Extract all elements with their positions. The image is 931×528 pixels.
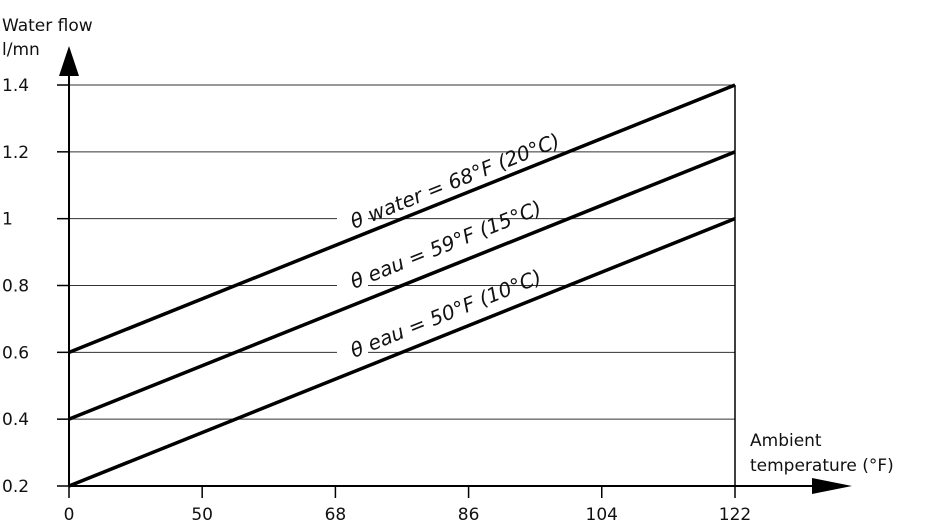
- y-tick-label-1.2: 1.2: [2, 143, 29, 163]
- x-tick-label-104: 104: [586, 505, 618, 525]
- y-axis-title-line2: l/mn: [2, 40, 40, 60]
- x-tick-label-122: 122: [719, 505, 751, 525]
- axes: [57, 46, 852, 498]
- y-tick-label-0.2: 0.2: [2, 477, 29, 497]
- series-line-2: [68, 150, 736, 421]
- y-tick-label-0.8: 0.8: [2, 277, 29, 297]
- x-axis-title-line1: Ambient: [750, 431, 822, 451]
- x-tick-label-68: 68: [325, 505, 347, 525]
- y-tick-label-1: 1: [2, 210, 13, 230]
- y-tick-label-1.4: 1.4: [2, 76, 29, 96]
- x-tick-label-86: 86: [458, 505, 480, 525]
- x-tick-label-0: 0: [64, 505, 75, 525]
- y-axis-title-line1: Water flow: [2, 16, 93, 36]
- y-axis-arrow: [59, 46, 79, 76]
- series-lines: [68, 83, 736, 488]
- y-tick-label-0.6: 0.6: [2, 343, 29, 363]
- x-tick-label-50: 50: [191, 505, 213, 525]
- series-line-3: [68, 217, 736, 488]
- x-axis-arrow: [812, 478, 852, 494]
- x-axis-title-line2: temperature (°F): [750, 456, 894, 476]
- series-line-1: [68, 83, 736, 354]
- y-tick-label-0.4: 0.4: [2, 410, 29, 430]
